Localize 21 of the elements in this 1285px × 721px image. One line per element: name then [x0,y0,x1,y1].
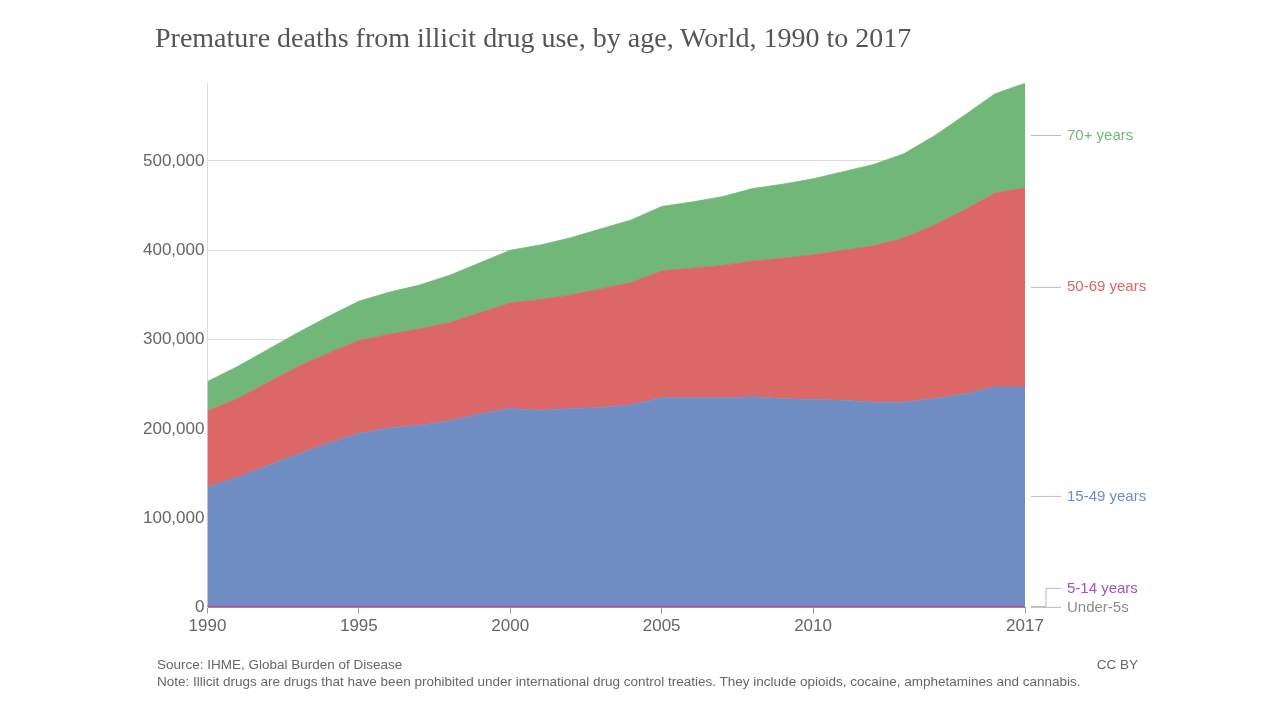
text: 50-69 years [1067,277,1147,295]
y-tick-label: 200,000 [143,418,205,438]
x-tick-label: 2010 [794,616,832,636]
source-note: Source: IHME, Global Burden of Disease [157,657,403,672]
y-tick-label: 100,000 [143,507,205,527]
text: Note: Illicit drugs are drugs that have been prohibited under international drug control treaties. They include opioids, cocaine, amphetamines and cannabis. [157,674,1082,689]
text: Under-5s [1067,597,1129,615]
y-tick-label: 500,000 [143,150,205,170]
y-tick-label: 400,000 [143,239,205,259]
text: 15-49 years [1067,486,1147,504]
x-tick-label: 1990 [188,616,227,636]
x-tick-label: 2000 [491,616,530,636]
text: 70+ years [1067,125,1134,143]
x-tick-label: 2005 [642,616,681,636]
text: CC BY [1096,657,1138,672]
text: 5-14 years [1067,578,1138,596]
y-tick-label: 0 [194,597,205,617]
x-tick-label: 1995 [339,616,378,636]
x-tick-label: 2017 [1006,616,1044,636]
y-tick-label: 300,000 [143,329,205,349]
chart-title: Premature deaths from illicit drug use, by age, World, 1990 to 2017 [155,22,912,54]
